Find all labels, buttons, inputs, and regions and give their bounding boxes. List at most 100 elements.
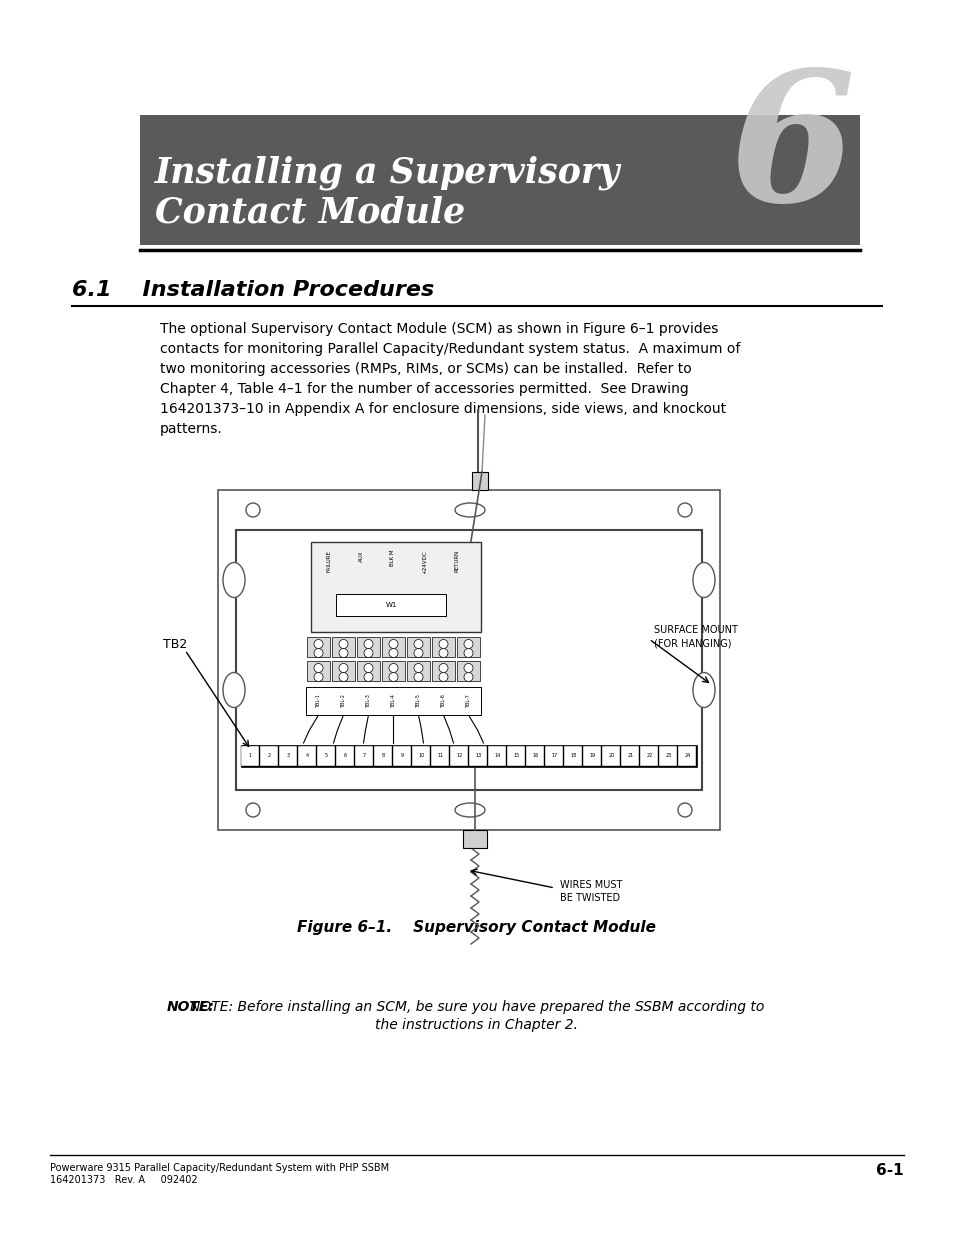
Text: 19: 19 bbox=[589, 753, 595, 758]
Bar bbox=[307, 637, 330, 657]
Bar bbox=[432, 661, 455, 680]
Circle shape bbox=[389, 640, 397, 648]
Bar bbox=[545, 746, 563, 766]
Circle shape bbox=[389, 663, 397, 673]
Text: NOTE: Before installing an SCM, be sure you have prepared the SSBM according to: NOTE: Before installing an SCM, be sure … bbox=[190, 1000, 763, 1014]
Text: 2: 2 bbox=[268, 753, 271, 758]
Bar bbox=[375, 746, 392, 766]
Text: TBL-6: TBL-6 bbox=[440, 694, 446, 708]
Text: 1: 1 bbox=[249, 753, 252, 758]
Text: 14: 14 bbox=[494, 753, 500, 758]
Bar bbox=[317, 746, 335, 766]
Bar bbox=[235, 530, 701, 790]
Bar bbox=[356, 637, 379, 657]
Text: 6: 6 bbox=[729, 63, 854, 240]
Text: 7: 7 bbox=[362, 753, 366, 758]
Bar bbox=[218, 490, 720, 830]
Circle shape bbox=[678, 803, 691, 818]
Bar bbox=[332, 637, 355, 657]
Bar bbox=[432, 637, 455, 657]
Circle shape bbox=[463, 648, 473, 657]
Circle shape bbox=[338, 663, 348, 673]
Circle shape bbox=[314, 640, 323, 648]
Circle shape bbox=[438, 663, 448, 673]
Bar bbox=[507, 746, 525, 766]
Text: 6-1: 6-1 bbox=[876, 1163, 903, 1178]
Text: Installing a Supervisory: Installing a Supervisory bbox=[154, 156, 619, 189]
Bar bbox=[602, 746, 619, 766]
Bar bbox=[431, 746, 449, 766]
Bar bbox=[260, 746, 278, 766]
Bar bbox=[335, 594, 446, 616]
Bar bbox=[279, 746, 297, 766]
Circle shape bbox=[364, 640, 373, 648]
Bar bbox=[450, 746, 468, 766]
Text: 164201373   Rev. A     092402: 164201373 Rev. A 092402 bbox=[50, 1174, 197, 1186]
Text: WIRES MUST
BE TWISTED: WIRES MUST BE TWISTED bbox=[559, 881, 621, 903]
Text: 18: 18 bbox=[570, 753, 576, 758]
Circle shape bbox=[438, 640, 448, 648]
Bar bbox=[407, 661, 430, 680]
Circle shape bbox=[314, 648, 323, 657]
Bar bbox=[620, 746, 639, 766]
Ellipse shape bbox=[223, 673, 245, 708]
Circle shape bbox=[314, 673, 323, 682]
Circle shape bbox=[338, 640, 348, 648]
Text: 17: 17 bbox=[551, 753, 558, 758]
Circle shape bbox=[338, 673, 348, 682]
Bar bbox=[356, 661, 379, 680]
Text: TB2: TB2 bbox=[163, 638, 187, 652]
Text: 24: 24 bbox=[683, 753, 690, 758]
Text: TBL-5: TBL-5 bbox=[416, 694, 420, 708]
Bar bbox=[140, 115, 859, 245]
Text: Contact Module: Contact Module bbox=[154, 195, 465, 228]
Circle shape bbox=[364, 673, 373, 682]
Circle shape bbox=[414, 640, 422, 648]
Text: 13: 13 bbox=[475, 753, 481, 758]
Text: TBL-4: TBL-4 bbox=[391, 694, 395, 708]
Text: 8: 8 bbox=[381, 753, 385, 758]
Text: W1: W1 bbox=[385, 601, 396, 608]
Circle shape bbox=[414, 648, 422, 657]
Circle shape bbox=[246, 503, 260, 517]
Bar bbox=[469, 746, 487, 766]
Bar bbox=[472, 472, 488, 490]
Bar bbox=[306, 687, 480, 715]
Bar bbox=[381, 637, 405, 657]
Text: 3: 3 bbox=[287, 753, 290, 758]
Text: TBL-7: TBL-7 bbox=[465, 694, 471, 708]
Circle shape bbox=[414, 673, 422, 682]
Bar bbox=[381, 661, 405, 680]
Text: +24VDC: +24VDC bbox=[422, 550, 427, 573]
Text: 4: 4 bbox=[306, 753, 309, 758]
Text: 5: 5 bbox=[325, 753, 328, 758]
Text: 12: 12 bbox=[456, 753, 462, 758]
Bar bbox=[526, 746, 544, 766]
Text: 9: 9 bbox=[400, 753, 403, 758]
Text: Figure 6–1.    Supervisory Contact Module: Figure 6–1. Supervisory Contact Module bbox=[297, 920, 656, 935]
Bar bbox=[583, 746, 601, 766]
Bar bbox=[311, 542, 480, 632]
Text: the instructions in Chapter 2.: the instructions in Chapter 2. bbox=[375, 1018, 578, 1032]
Ellipse shape bbox=[455, 503, 484, 517]
Circle shape bbox=[463, 673, 473, 682]
Text: RETURN: RETURN bbox=[454, 550, 459, 572]
Bar bbox=[393, 746, 411, 766]
Circle shape bbox=[438, 648, 448, 657]
Bar bbox=[659, 746, 677, 766]
Bar bbox=[241, 745, 697, 767]
Ellipse shape bbox=[223, 562, 245, 598]
Ellipse shape bbox=[692, 673, 714, 708]
Bar bbox=[488, 746, 506, 766]
Text: 10: 10 bbox=[418, 753, 424, 758]
Bar bbox=[412, 746, 430, 766]
Text: 20: 20 bbox=[608, 753, 614, 758]
Bar bbox=[564, 746, 582, 766]
Circle shape bbox=[338, 648, 348, 657]
Circle shape bbox=[246, 803, 260, 818]
Text: Powerware 9315 Parallel Capacity/Redundant System with PHP SSBM: Powerware 9315 Parallel Capacity/Redunda… bbox=[50, 1163, 389, 1173]
Text: 11: 11 bbox=[436, 753, 443, 758]
Ellipse shape bbox=[692, 562, 714, 598]
Text: 23: 23 bbox=[664, 753, 671, 758]
Text: BLK M: BLK M bbox=[390, 550, 395, 567]
